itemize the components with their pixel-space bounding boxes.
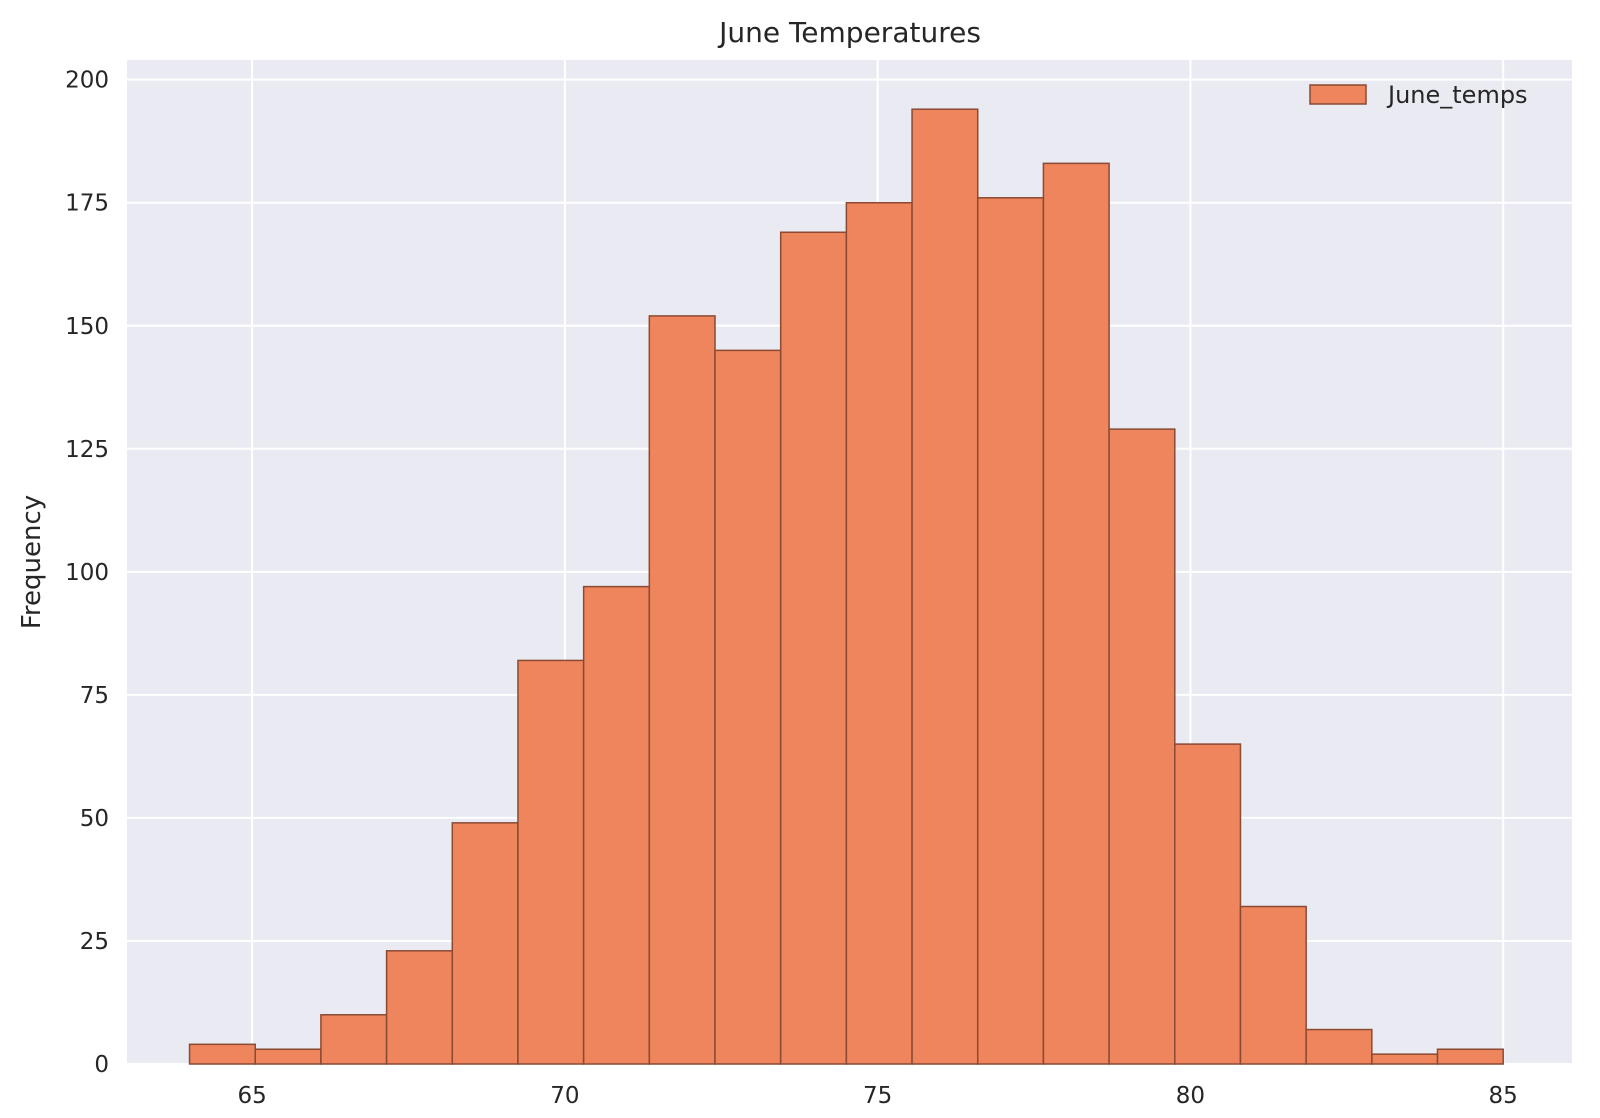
x-axis-ticks: 65 70 75 80 85 <box>237 1083 1517 1109</box>
histogram-bar <box>582 585 651 1065</box>
histogram-bar <box>1371 1053 1439 1065</box>
y-axis-label: Frequency <box>17 495 47 629</box>
histogram-bar <box>1108 428 1176 1065</box>
histogram-bar <box>1042 162 1110 1065</box>
bars-group <box>188 108 1504 1065</box>
histogram-bar <box>714 349 782 1065</box>
histogram-bar <box>451 822 519 1065</box>
histogram-bar <box>254 1048 322 1065</box>
x-tick-label: 80 <box>1176 1083 1205 1109</box>
y-tick-label: 175 <box>65 191 109 217</box>
legend-label: June_temps <box>1386 81 1528 109</box>
histogram-bar <box>320 1014 388 1065</box>
histogram-bar <box>517 659 585 1065</box>
y-tick-label: 150 <box>65 314 109 340</box>
histogram-bar <box>976 197 1045 1065</box>
histogram-bar <box>1436 1048 1504 1065</box>
x-tick-label: 65 <box>237 1083 266 1109</box>
histogram-bar <box>385 950 454 1065</box>
histogram-bar <box>845 201 913 1065</box>
y-tick-label: 0 <box>94 1052 109 1078</box>
y-tick-label: 200 <box>65 68 109 94</box>
y-tick-label: 100 <box>65 560 109 586</box>
histogram-bar <box>648 315 716 1065</box>
y-tick-label: 75 <box>80 683 109 709</box>
y-tick-label: 50 <box>80 806 109 832</box>
x-tick-label: 70 <box>550 1083 579 1109</box>
x-tick-label: 75 <box>863 1083 892 1109</box>
x-tick-label: 85 <box>1489 1083 1518 1109</box>
histogram-bar <box>1174 743 1242 1065</box>
legend-swatch <box>1309 84 1367 105</box>
histogram-bar <box>1239 905 1307 1065</box>
y-tick-label: 25 <box>80 929 109 955</box>
y-axis-ticks: 0 25 50 75 100 125 150 175 200 <box>65 68 109 1078</box>
histogram-bar <box>188 1043 256 1065</box>
histogram-bar <box>911 108 979 1065</box>
chart-title: June Temperatures <box>717 16 981 49</box>
histogram-bar <box>1305 1028 1373 1065</box>
y-tick-label: 125 <box>65 437 109 463</box>
histogram-bar <box>779 231 848 1065</box>
legend: June_temps <box>1309 81 1528 109</box>
